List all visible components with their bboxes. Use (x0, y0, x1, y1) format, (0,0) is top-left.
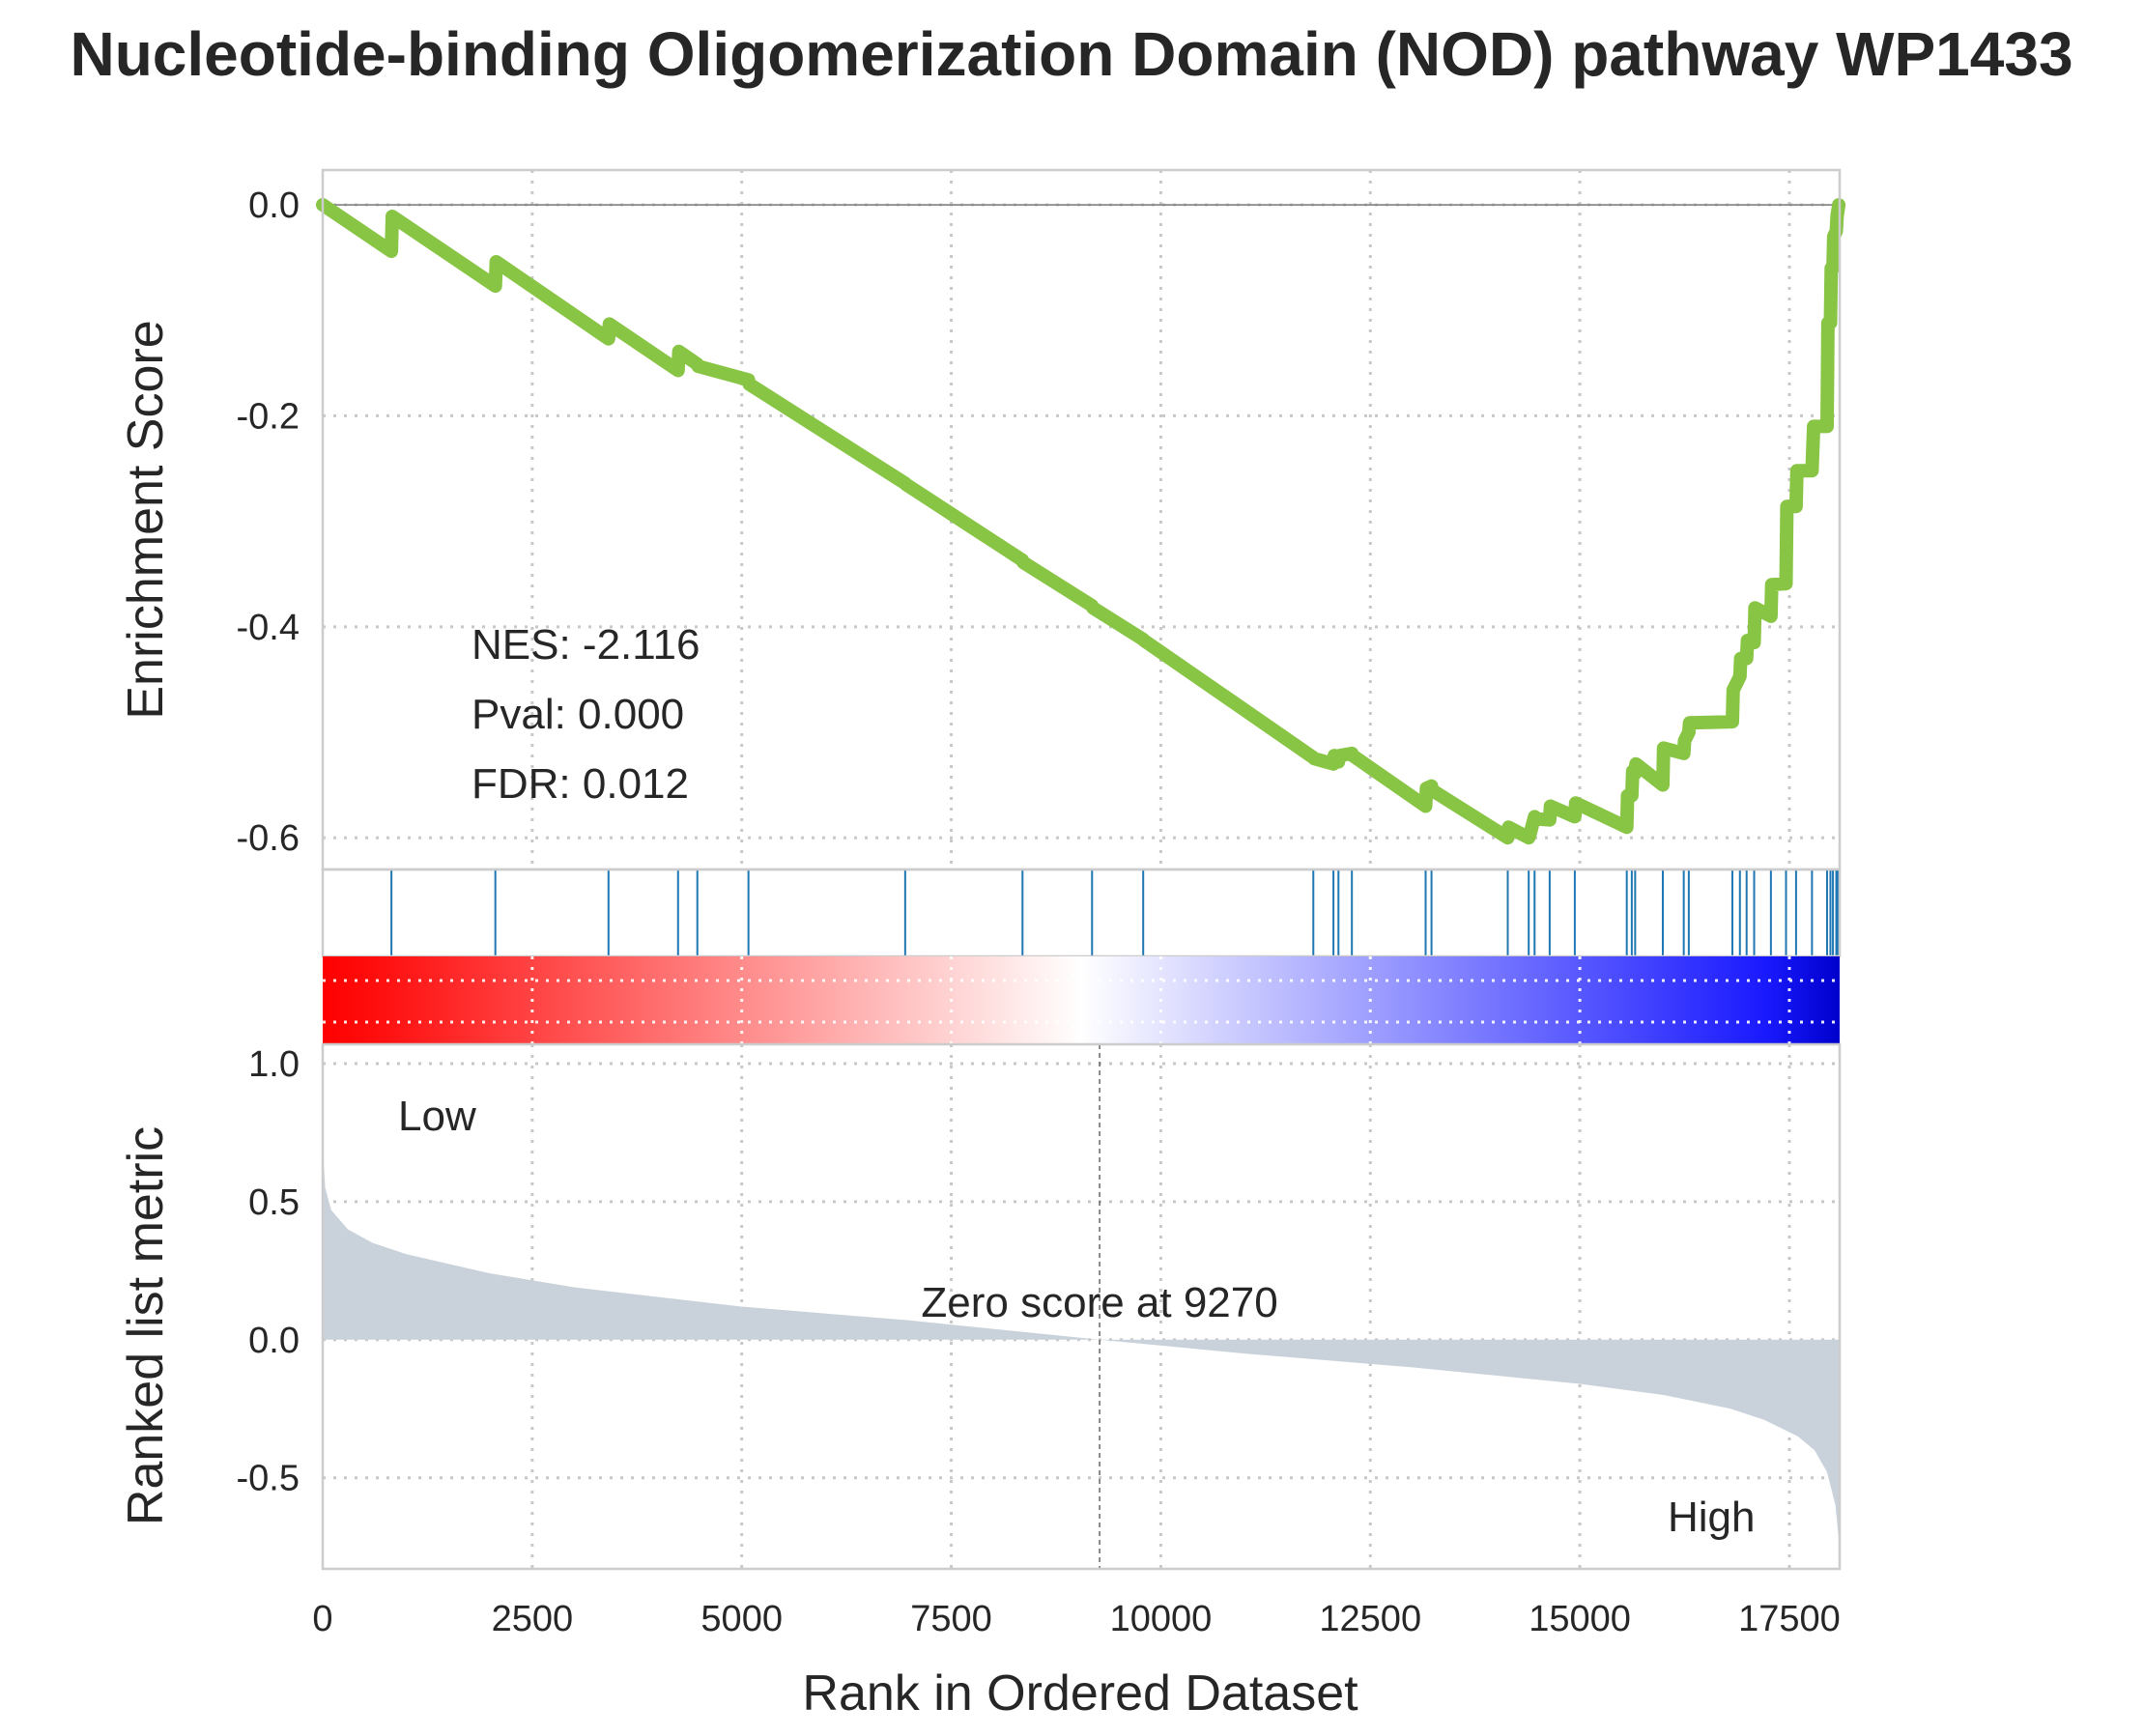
enrichment-score-line (316, 198, 1846, 845)
hit-panel (321, 868, 1842, 958)
enrichment-y-ticks: 0.0 -0.2 -0.4 -0.6 (237, 185, 300, 859)
fdr-stat: FDR: 0.012 (472, 760, 689, 808)
x-tick-label: 12500 (1319, 1599, 1421, 1639)
x-tick-label: 17500 (1738, 1599, 1841, 1639)
es-y-tick-label: 0.0 (248, 185, 300, 226)
x-tick-label: 2500 (492, 1599, 574, 1639)
ranked-metric-area (323, 1146, 1840, 1550)
rm-y-tick-label: 1.0 (248, 1044, 300, 1085)
ranked-metric-frame (321, 1042, 1842, 1571)
pval-stat: Pval: 0.000 (472, 691, 684, 738)
rm-y-tick-label: 0.0 (248, 1321, 300, 1361)
enrichment-y-axis-label: Enrichment Score (118, 320, 174, 719)
low-label: Low (398, 1093, 476, 1140)
hit-frame (321, 868, 1842, 958)
colorbar-gridlines (323, 956, 1840, 1044)
ranked-metric-y-ticks: 1.0 0.5 0.0 -0.5 (237, 1044, 300, 1499)
rm-y-tick-label: -0.5 (237, 1459, 300, 1499)
ranked-metric-y-axis-label: Ranked list metric (118, 1126, 174, 1525)
x-ticks: 0 2500 5000 7500 10000 12500 15000 17500 (312, 1599, 1840, 1639)
gene-hit-marks (390, 869, 1840, 956)
x-tick-label: 5000 (700, 1599, 783, 1639)
x-tick-label: 15000 (1529, 1599, 1631, 1639)
x-tick-label: 0 (312, 1599, 332, 1639)
zero-score-label: Zero score at 9270 (921, 1279, 1277, 1326)
ranked-metric-gridlines (323, 1044, 1840, 1569)
x-axis-label: Rank in Ordered Dataset (802, 1665, 1358, 1722)
rm-y-tick-label: 0.5 (248, 1182, 300, 1223)
enrichment-panel: 0.0 -0.2 -0.4 -0.6 Enrichment Score NES: -2… (118, 168, 1846, 871)
chart-title: Nucleotide-binding Oligomerization Domai… (70, 19, 2073, 89)
x-tick-label: 10000 (1110, 1599, 1213, 1639)
rank-colorbar (323, 956, 1840, 1044)
es-y-tick-label: -0.4 (237, 608, 300, 648)
es-y-tick-label: -0.2 (237, 396, 300, 437)
ranked-metric-panel: 1.0 0.5 0.0 -0.5 Ranked list metric Zero sc… (118, 1042, 1842, 1571)
colorbar-gradient (323, 956, 1840, 1044)
x-tick-label: 7500 (910, 1599, 992, 1639)
es-y-tick-label: -0.6 (237, 818, 300, 859)
high-label: High (1668, 1494, 1756, 1541)
nes-stat: NES: -2.116 (472, 621, 700, 669)
